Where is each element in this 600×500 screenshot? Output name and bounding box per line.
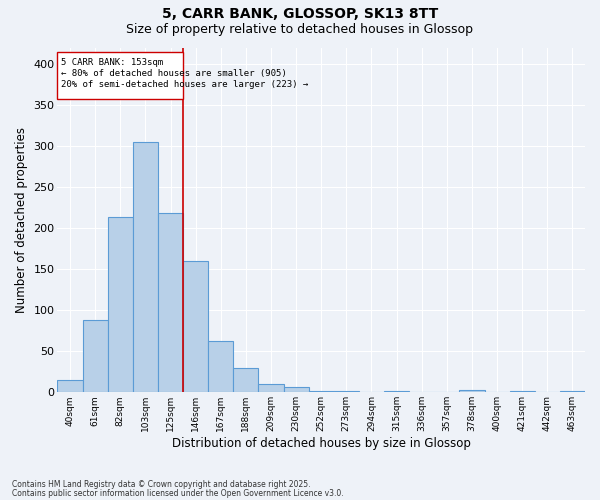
Text: 20% of semi-detached houses are larger (223) →: 20% of semi-detached houses are larger (… xyxy=(61,80,308,88)
Bar xyxy=(58,380,83,392)
Text: 5 CARR BANK: 153sqm: 5 CARR BANK: 153sqm xyxy=(61,58,163,67)
Text: Contains HM Land Registry data © Crown copyright and database right 2025.: Contains HM Land Registry data © Crown c… xyxy=(12,480,311,489)
Bar xyxy=(183,261,208,392)
Text: 5, CARR BANK, GLOSSOP, SK13 8TT: 5, CARR BANK, GLOSSOP, SK13 8TT xyxy=(162,8,438,22)
Bar xyxy=(83,320,108,392)
Bar xyxy=(158,214,183,392)
Bar xyxy=(560,390,585,392)
Bar xyxy=(208,340,233,392)
Bar xyxy=(460,390,485,392)
Text: ← 80% of detached houses are smaller (905): ← 80% of detached houses are smaller (90… xyxy=(61,69,287,78)
Bar xyxy=(233,368,259,392)
Y-axis label: Number of detached properties: Number of detached properties xyxy=(15,127,28,313)
Bar xyxy=(308,390,334,392)
Bar xyxy=(259,384,284,392)
Bar xyxy=(133,142,158,393)
X-axis label: Distribution of detached houses by size in Glossop: Distribution of detached houses by size … xyxy=(172,437,470,450)
Bar xyxy=(108,218,133,392)
FancyBboxPatch shape xyxy=(58,52,183,99)
Text: Contains public sector information licensed under the Open Government Licence v3: Contains public sector information licen… xyxy=(12,488,344,498)
Bar xyxy=(284,388,308,392)
Text: Size of property relative to detached houses in Glossop: Size of property relative to detached ho… xyxy=(127,22,473,36)
